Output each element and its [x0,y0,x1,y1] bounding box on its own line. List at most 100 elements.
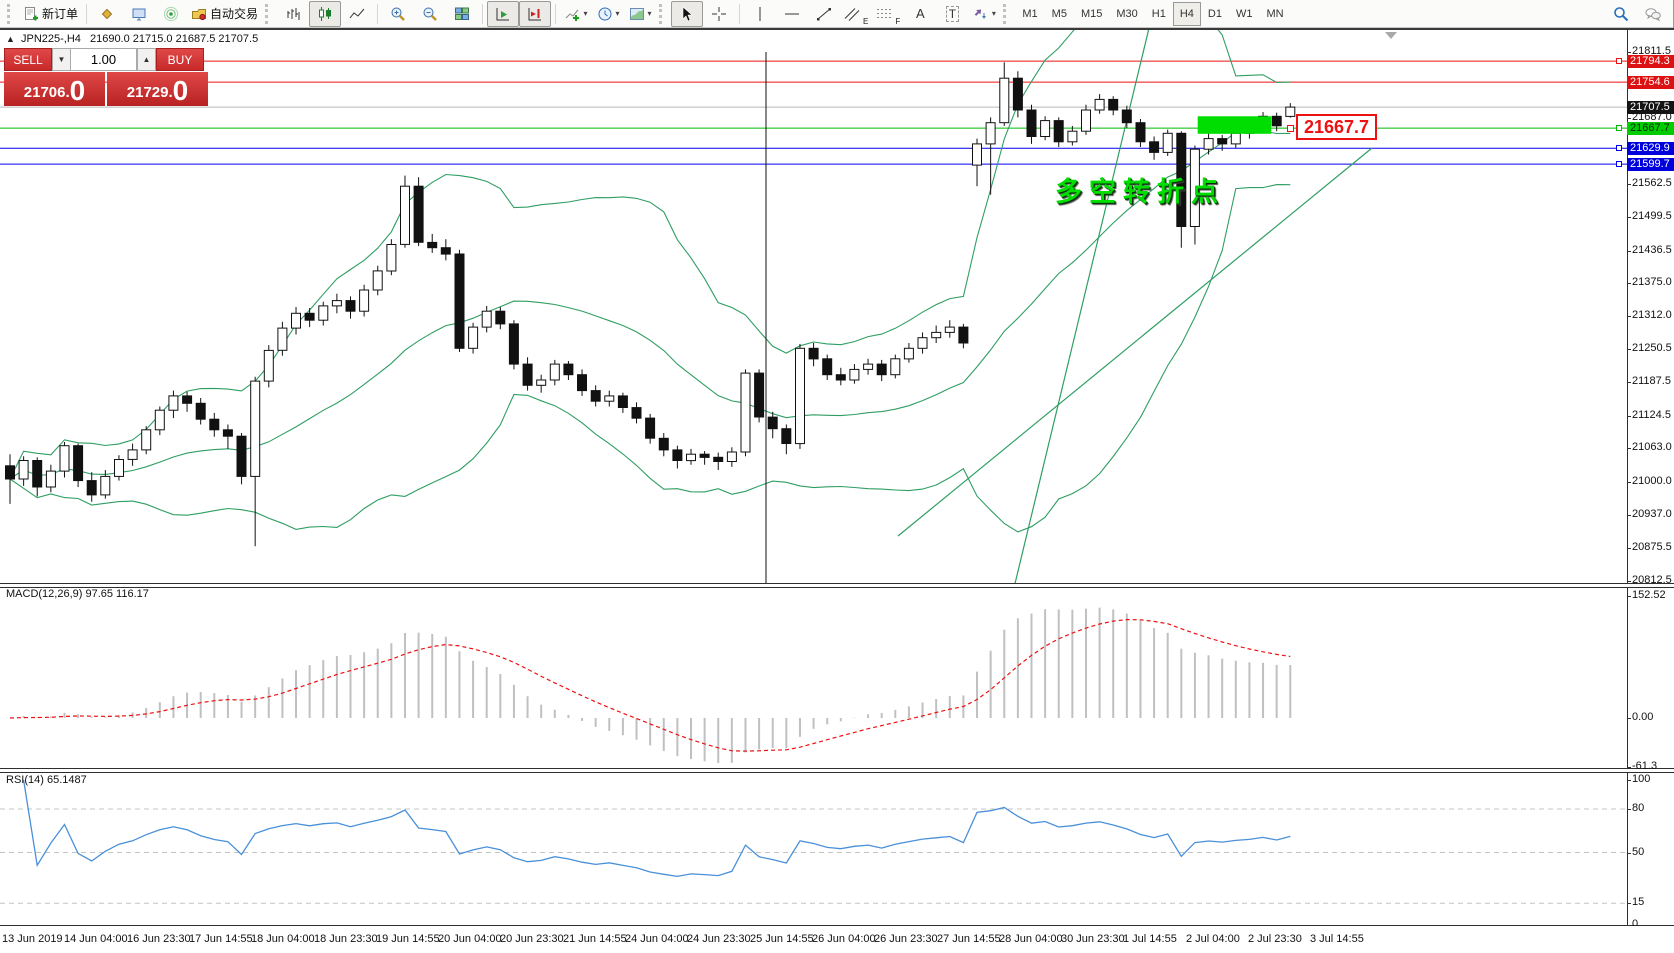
line-chart-button[interactable] [341,1,373,27]
equidistant-channel-tool-button[interactable]: E [840,1,872,27]
callout-anchor-square[interactable] [1287,125,1294,132]
timeframe-m5-button[interactable]: M5 [1051,7,1067,20]
sell-button[interactable]: SELL [4,48,52,71]
macd-pane[interactable] [0,586,1627,768]
dropdown-caret-icon [584,10,588,18]
time-axis-label: 28 Jun 04:00 [999,933,1063,945]
vertical-line-icon [759,6,761,21]
main-chart-pane[interactable] [0,30,1627,583]
zoom-in-button[interactable] [382,1,414,27]
bar-chart-button[interactable] [277,1,309,27]
toolbar-grip[interactable] [1003,3,1010,24]
price-badge-21667.7[interactable]: 21667.7 [1627,122,1674,135]
volume-decrease-button[interactable]: ▼ [52,48,71,71]
buy-button-label: BUY [167,52,193,67]
new-order-button[interactable]: 新订单 [19,1,82,27]
level-drag-handle[interactable] [1616,145,1622,151]
price-badge-21629.9[interactable]: 21629.9 [1627,142,1674,155]
candle-body [522,363,533,386]
candle-body [1189,148,1200,227]
timeframe-w1-button[interactable]: W1 [1235,7,1253,20]
price-badge-21599.7[interactable]: 21599.7 [1627,158,1674,171]
candle-body [18,460,29,480]
timeframe-d1-button[interactable]: D1 [1207,7,1222,20]
volume-increase-button[interactable]: ▲ [137,48,156,71]
sell-price-display[interactable]: 21706. 0 [4,72,105,106]
highlight-rectangle[interactable] [1197,116,1272,134]
signals-button[interactable] [155,1,187,27]
diamond-tool-button[interactable] [91,1,123,27]
timeframe-m1-button[interactable]: M1 [1022,7,1038,20]
dropdown-caret-icon [648,10,652,18]
time-axis[interactable]: 13 Jun 2019 14 Jun 04:00 16 Jun 23:30 17 Ju… [0,926,1674,953]
candle-body [372,270,383,291]
pane-splitter[interactable] [0,583,1674,588]
autotrading-button[interactable]: 自动交易 [187,1,262,27]
arrows-tool-button[interactable] [968,1,1000,27]
tile-windows-button[interactable] [446,1,478,27]
price-tick-label: 21562.5 [1627,177,1672,189]
zoom-out-button[interactable] [414,1,446,27]
candle-body [822,358,833,376]
indicators-button[interactable] [560,1,592,27]
volume-input[interactable] [71,48,137,71]
rsi-pane[interactable] [0,771,1627,925]
timeframe-h1-button[interactable]: H1 [1151,7,1166,20]
search-button[interactable] [1605,1,1637,27]
template-icon [629,7,644,20]
toolbar-grip[interactable] [659,3,666,24]
auto-scroll-button[interactable] [487,0,520,27]
candle-body [917,337,928,349]
chart-shift-button[interactable] [519,0,552,27]
timeframe-m15-button[interactable]: M15 [1080,7,1103,20]
timeframe-mn-button[interactable]: MN [1266,7,1284,20]
price-axis[interactable]: 21811.521750.021687.021624.521562.521499… [1626,30,1674,930]
toolbar-grip[interactable] [7,3,14,24]
main-toolbar: 新订单 自动交易 [0,0,1673,28]
candle-body [168,395,179,411]
level-drag-handle[interactable] [1616,58,1622,64]
text-label-tool-button[interactable]: T [936,1,968,27]
candle-body [740,372,751,453]
price-callout-label[interactable]: 21667.7 [1296,114,1378,140]
vertical-line-tool-button[interactable] [744,1,776,27]
buy-button[interactable]: BUY [156,48,204,71]
trendline-tool-button[interactable] [808,1,840,27]
periods-button[interactable] [592,1,624,27]
price-badge-21794.3[interactable]: 21794.3 [1627,55,1674,68]
rsi-tick-label: 80 [1626,802,1645,814]
rsi-tick-label: 15 [1626,896,1645,908]
price-tick-label: 21687.0 [1627,111,1672,123]
text-tool-button[interactable]: A [904,1,936,27]
buy-price-display[interactable]: 21729. 0 [107,72,208,106]
cursor-button[interactable] [671,0,704,27]
candle-body [331,300,342,307]
fibonacci-tool-button[interactable]: F [872,1,904,27]
toolbar-grip[interactable] [265,3,272,24]
price-badge-21754.6[interactable]: 21754.6 [1627,76,1674,89]
autotrading-icon [192,8,207,20]
timeframe-m30-button[interactable]: M30 [1116,7,1138,20]
new-order-label: 新订单 [42,7,79,21]
pane-splitter[interactable] [0,768,1674,773]
shift-marker-icon[interactable] [1385,32,1397,39]
candle-body [1285,106,1296,117]
chat-button[interactable] [1637,1,1669,27]
macd-indicator-label: MACD(12,26,9) 97.65 116.17 [6,588,149,600]
collapse-icon[interactable]: ▲ [6,34,15,44]
price-badge-21707.5[interactable]: 21707.5 [1627,101,1674,114]
horizontal-line-tool-button[interactable] [776,1,808,27]
level-drag-handle[interactable] [1616,161,1622,167]
candle-body [1149,141,1160,153]
candle-body [958,326,969,344]
candlestick-chart-button[interactable] [309,0,342,27]
templates-button[interactable] [624,1,656,27]
timeframe-h4-button[interactable]: H4 [1172,1,1201,26]
trendline-2[interactable] [897,147,1373,537]
candle-body [890,358,901,376]
level-drag-handle[interactable] [1616,125,1622,131]
crosshair-button[interactable] [703,1,735,27]
market-watch-button[interactable] [123,1,155,27]
bar-chart-icon [287,7,300,20]
time-axis-label: 14 Jun 04:00 [64,933,128,945]
